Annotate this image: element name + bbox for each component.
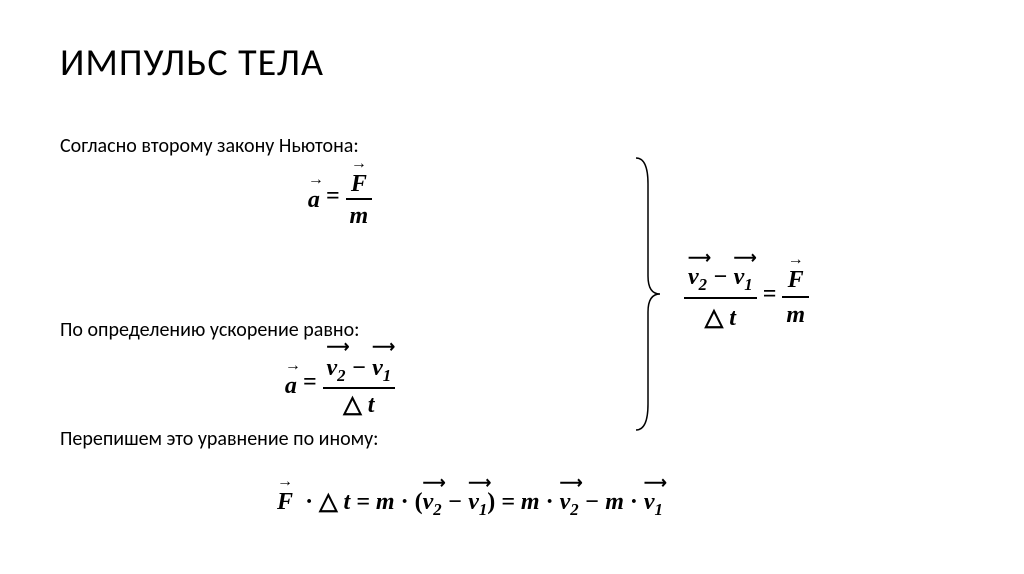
- minus: −: [352, 355, 367, 381]
- minus-r: −: [713, 264, 728, 290]
- time-t: t: [368, 392, 375, 418]
- curly-brace-icon: [630, 154, 664, 434]
- formula-a-F-over-m: a = F m: [60, 164, 620, 228]
- vec-a-2: a: [285, 366, 297, 398]
- vec-F: F: [351, 164, 367, 196]
- mass-m: m: [346, 198, 373, 228]
- formula-impulse: F · △ t = m · (v2 − v1) = m · v2 − m · v…: [120, 481, 820, 520]
- page-title: ИМПУЛЬС ТЕЛА: [60, 40, 964, 86]
- vec-v1: v1: [372, 348, 391, 385]
- vec-v2-b: v2: [423, 481, 442, 520]
- delta: △: [343, 392, 361, 418]
- left-column: Согласно второму закону Ньютона: a = F m…: [60, 134, 620, 451]
- vec-a: a: [308, 180, 320, 212]
- vec-v2-b2: v2: [560, 481, 579, 520]
- equals: =: [326, 184, 340, 208]
- lparen: (: [415, 489, 423, 515]
- vec-v1-r: v1: [734, 256, 753, 295]
- equals-b1: =: [356, 489, 370, 515]
- delta-b: △: [319, 489, 337, 515]
- t-r: t: [729, 305, 736, 331]
- minus-b1: −: [448, 489, 463, 515]
- vec-v2-r: v2: [688, 256, 707, 295]
- t-b: t: [344, 489, 351, 515]
- line-newton: Согласно второму закону Ньютона:: [60, 134, 620, 158]
- vec-v2: v2: [327, 348, 346, 385]
- vec-F-r: F: [788, 259, 804, 294]
- right-column: v2 − v1 △ t = F m: [630, 134, 809, 434]
- m-b2: m: [521, 489, 540, 515]
- minus-b2: −: [585, 489, 600, 515]
- vec-v1-b2: v1: [644, 481, 663, 520]
- equals-2: =: [303, 370, 317, 394]
- line-rewrite: Перепишем это уравнение по иному:: [60, 427, 620, 451]
- delta-r: △: [705, 305, 723, 331]
- vec-F-b: F: [277, 481, 293, 516]
- m-r: m: [782, 296, 809, 329]
- equals-b2: =: [501, 489, 515, 515]
- m-b1: m: [376, 489, 395, 515]
- vec-v1-b: v1: [468, 481, 487, 520]
- formula-combined: v2 − v1 △ t = F m: [684, 256, 809, 332]
- rparen: ): [487, 489, 495, 515]
- content-row: Согласно второму закону Ньютона: a = F m…: [60, 134, 964, 451]
- formula-a-dv-dt: a = v2 − v1 △ t: [60, 348, 620, 417]
- m-b3: m: [605, 489, 624, 515]
- equals-r: =: [763, 281, 777, 308]
